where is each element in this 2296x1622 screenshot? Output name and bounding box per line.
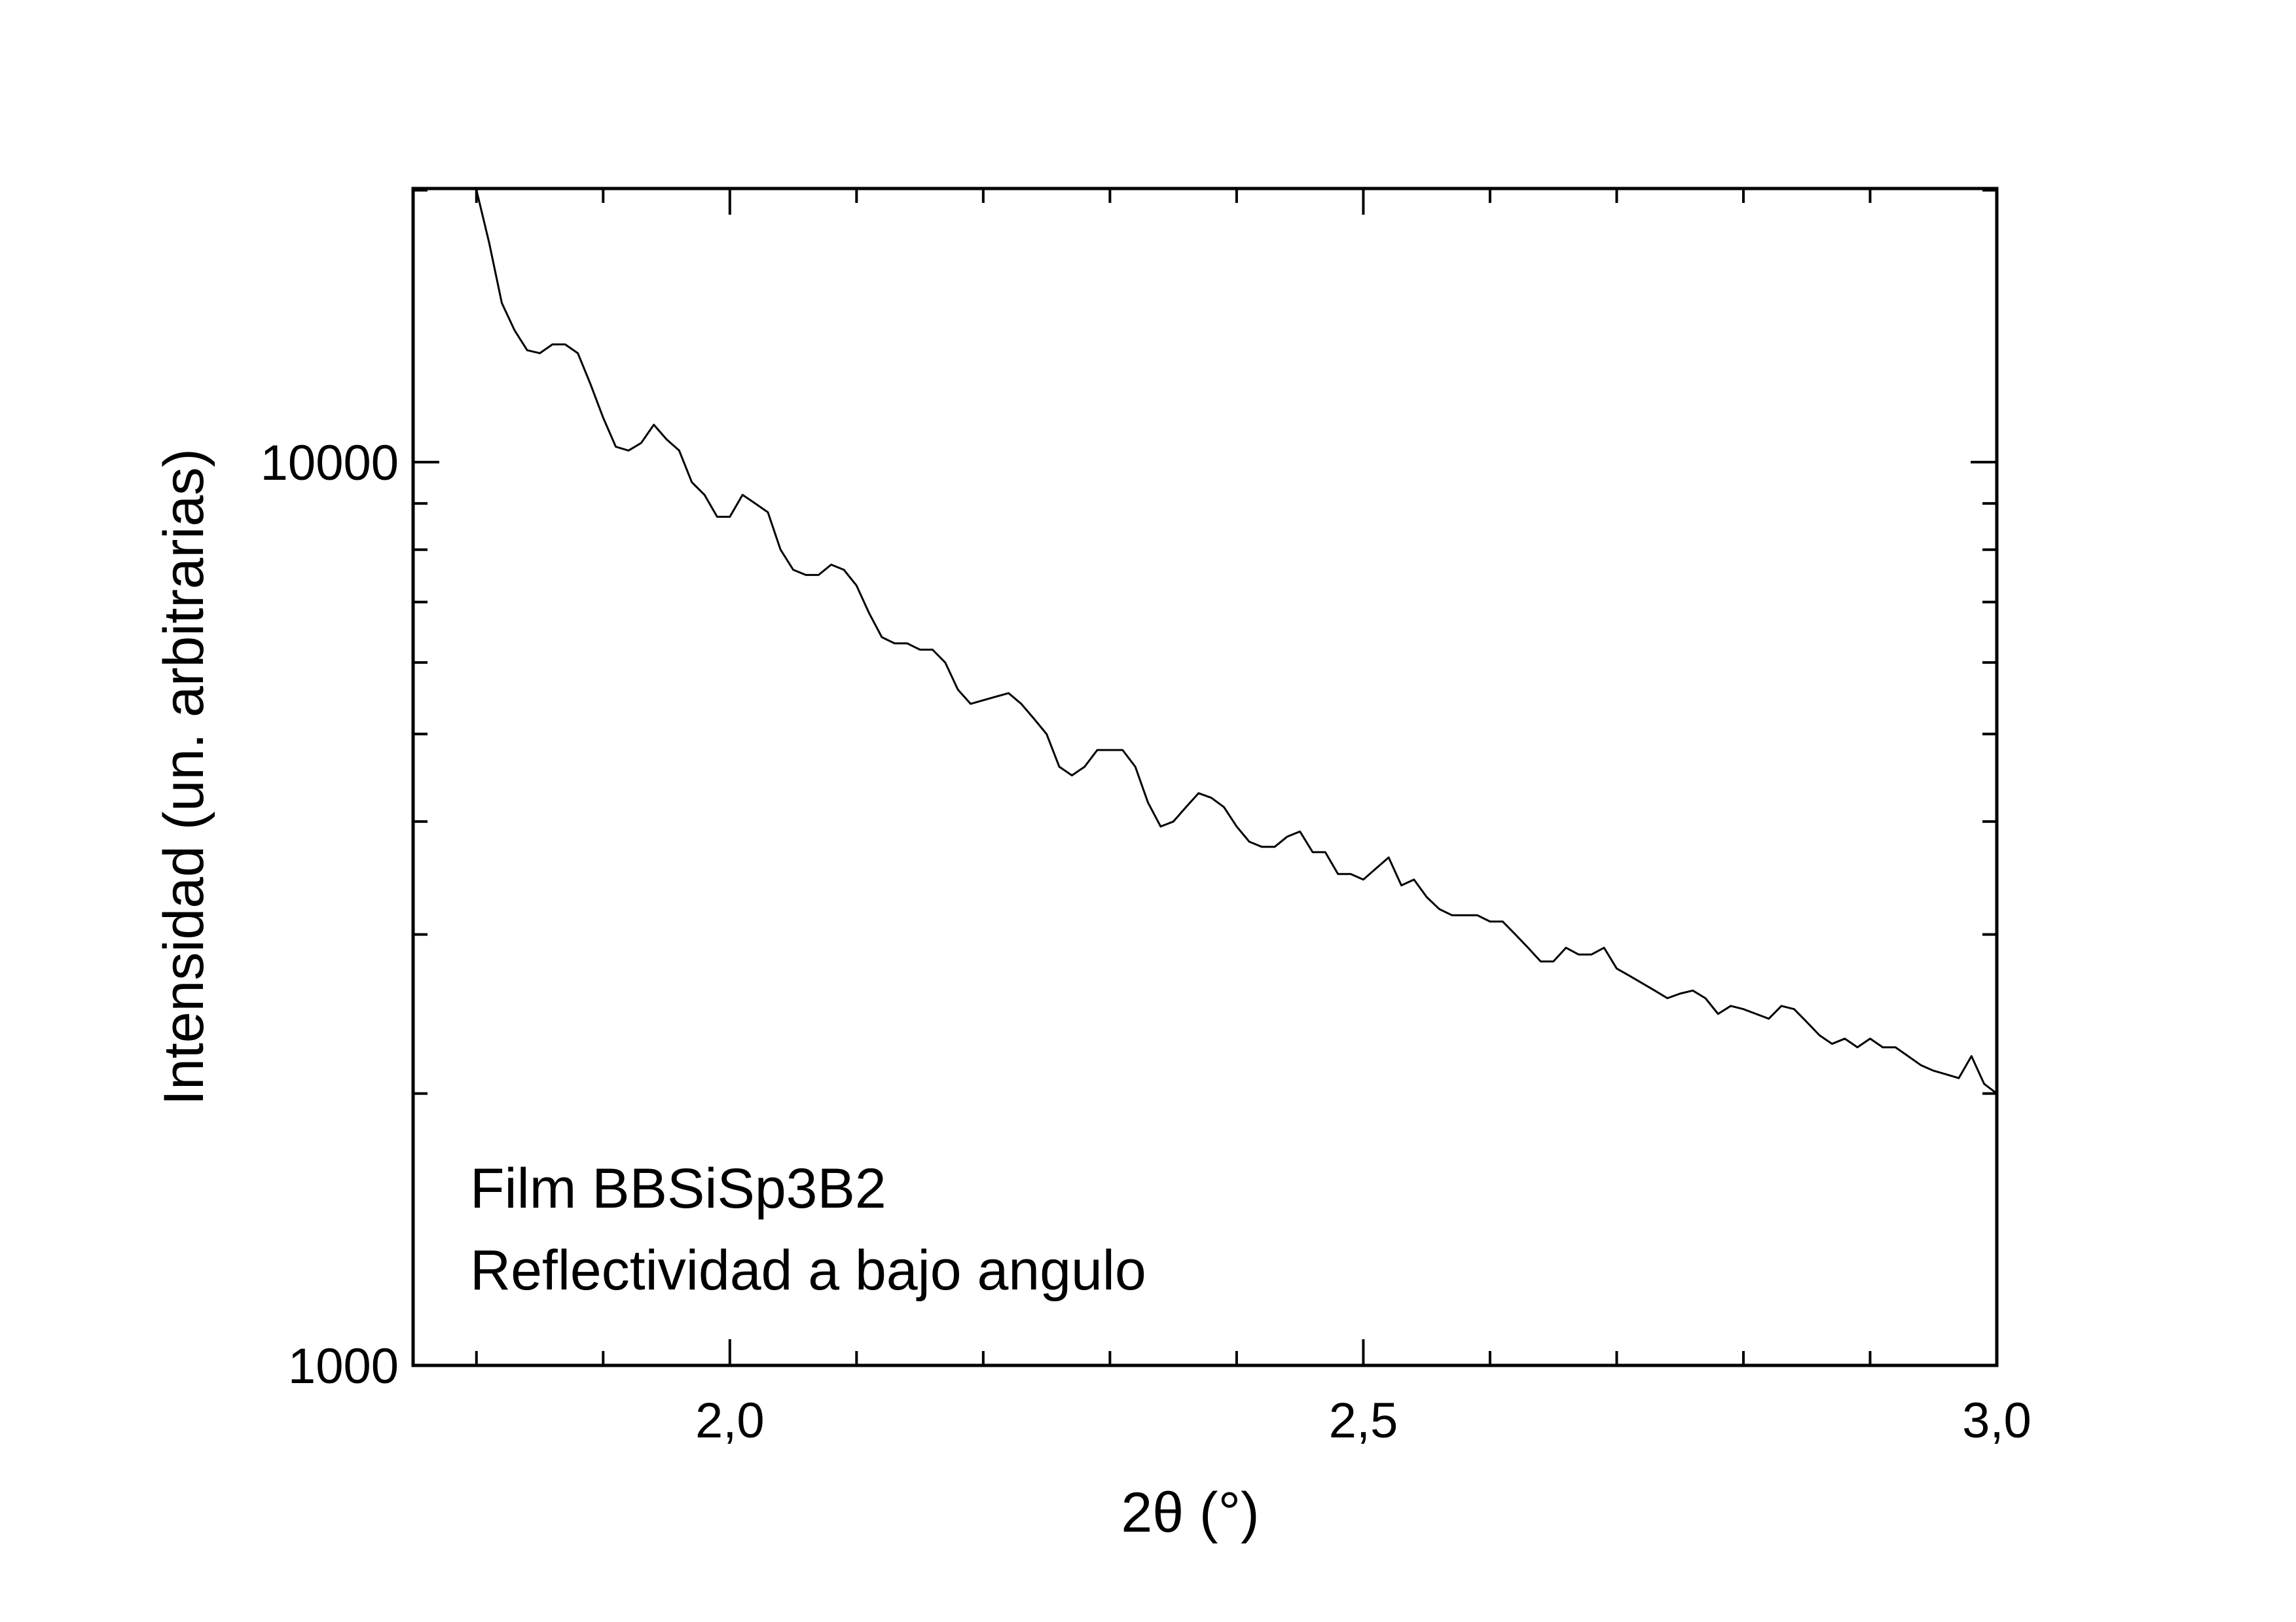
intensity-curve [475,190,1997,1094]
annotation-reflectividad: Reflectividad a bajo angulo [470,1239,1146,1302]
x-axis-title: 2θ (°) [1121,1481,1259,1544]
y-axis-ticks: 1000 10000 [261,189,1997,1394]
y-tick-label: 1000 [288,1339,399,1394]
x-tick-label: 3,0 [1962,1393,2032,1449]
x-tick-label: 2,5 [1329,1393,1398,1449]
annotation-film: Film BBSiSp3B2 [470,1157,886,1220]
y-tick-label: 10000 [261,435,399,491]
x-tick-label: 2,0 [695,1393,765,1449]
plot-frame [411,187,1999,1367]
y-axis-title: Intensidad (un. arbitrarias) [153,448,215,1106]
x-axis-ticks: 2,0 2,5 3,0 [475,189,2032,1449]
